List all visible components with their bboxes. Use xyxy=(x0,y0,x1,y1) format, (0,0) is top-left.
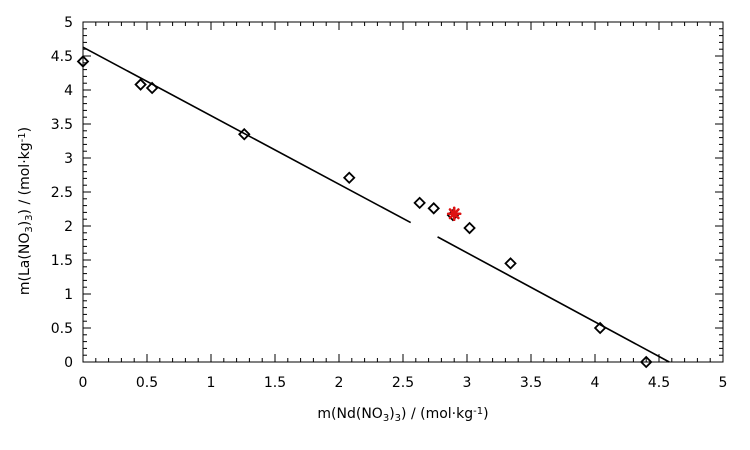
fit-line xyxy=(82,46,670,363)
star-marker xyxy=(446,206,462,222)
diamond-marker xyxy=(134,78,147,91)
y-tick-label: 5 xyxy=(64,15,73,31)
x-tick-label: 5 xyxy=(719,375,728,391)
diamond-marker xyxy=(413,196,426,210)
x-tick-label: 1 xyxy=(207,375,216,391)
x-tick-label: 1.5 xyxy=(264,375,286,391)
axis-ticks xyxy=(82,21,724,363)
diamond-marker xyxy=(427,202,440,215)
diamond-marker xyxy=(463,221,476,235)
diamond-marker xyxy=(504,257,517,270)
y-tick-label: 4 xyxy=(64,83,73,99)
y-tick-label: 1.5 xyxy=(51,253,73,269)
diamond-marker xyxy=(593,321,607,335)
x-tick-label: 2 xyxy=(335,375,344,391)
plot-frame xyxy=(82,21,724,363)
x-tick-label: 0 xyxy=(79,375,88,391)
fit-line-segment xyxy=(82,46,412,224)
tick-labels: 0 0.5 1 1.5 2 2.5 3 3.5 4 4.5 5 0 0.5 1 1.5 2 2.5 3 3.5 4 4.… xyxy=(51,15,728,391)
diamond-marker xyxy=(76,55,90,68)
diamond-marker xyxy=(342,171,356,184)
diamond-marker xyxy=(145,81,159,95)
plot-border xyxy=(82,21,724,363)
diamond-marker xyxy=(639,355,653,369)
y-tick-label: 2 xyxy=(64,219,73,235)
y-tick-label: 2.5 xyxy=(51,185,73,201)
diamond-marker xyxy=(238,127,251,141)
x-tick-label: 3.5 xyxy=(520,375,542,391)
x-axis-label: m(Nd(NO3)3) / (mol·kg-1) xyxy=(317,406,488,424)
y-tick-label: 1 xyxy=(64,287,73,303)
x-tick-label: 2.5 xyxy=(392,375,414,391)
fit-line-segment xyxy=(437,236,670,363)
y-axis-label: m(La(NO3)3) / (mol·kg-1) xyxy=(17,127,35,295)
x-tick-label: 4.5 xyxy=(648,375,670,391)
y-tick-label: 0.5 xyxy=(51,321,73,337)
y-tick-label: 4.5 xyxy=(51,49,73,65)
x-tick-label: 0.5 xyxy=(136,375,158,391)
x-tick-label: 3 xyxy=(463,375,472,391)
data-points xyxy=(76,55,653,369)
y-tick-label: 3 xyxy=(64,151,73,167)
y-tick-label: 0 xyxy=(64,355,73,371)
y-tick-label: 3.5 xyxy=(51,117,73,133)
x-tick-label: 4 xyxy=(591,375,600,391)
